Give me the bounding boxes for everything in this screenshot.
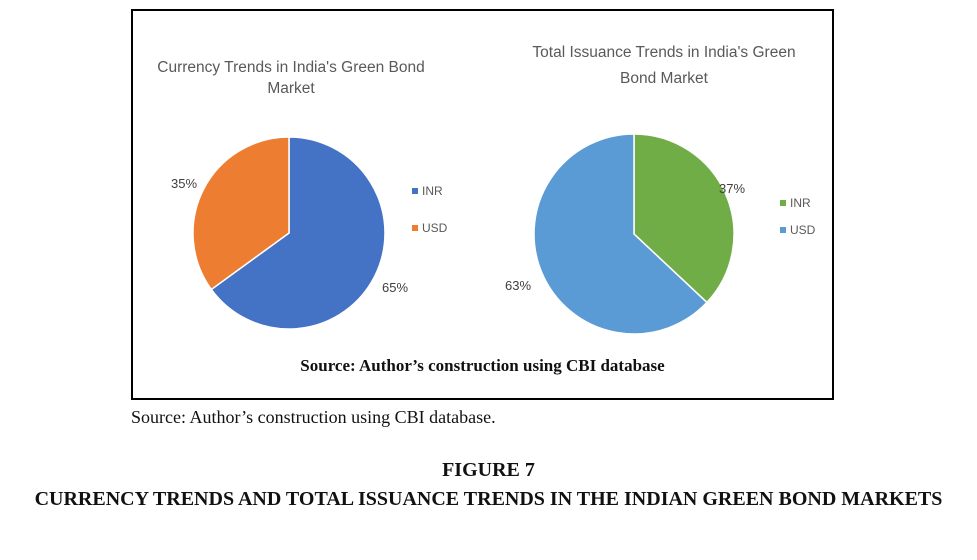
chart2-label-inr: 37% xyxy=(719,181,745,196)
chart2-legend-usd-swatch xyxy=(780,227,786,233)
figure-frame: Currency Trends in India's Green Bond Ma… xyxy=(131,9,834,400)
chart2-title-line1: Total Issuance Trends in India's Green xyxy=(532,44,795,61)
chart1-title-line1: Currency Trends in India's Green Bond xyxy=(157,59,424,76)
chart1-label-usd: 35% xyxy=(171,176,197,191)
chart1-label-inr: 65% xyxy=(382,280,408,295)
charts-canvas: Currency Trends in India's Green Bond Ma… xyxy=(157,44,816,335)
chart1-legend-inr-label: INR xyxy=(422,184,443,198)
chart1-legend-usd-label: USD xyxy=(422,221,448,235)
figure-caption: CURRENCY TRENDS AND TOTAL ISSUANCE TREND… xyxy=(34,488,943,510)
chart2-legend-usd-label: USD xyxy=(790,223,816,237)
chart2-legend-inr-label: INR xyxy=(790,196,811,210)
chart1-title-line2: Market xyxy=(267,80,315,97)
source-note: Source: Author’s construction using CBI … xyxy=(131,407,496,427)
figure-label: FIGURE 7 xyxy=(442,459,535,481)
chart2-slice-inr xyxy=(633,133,735,304)
chart1-legend-inr-swatch xyxy=(412,188,418,194)
chart2-slice-usd xyxy=(533,133,708,335)
chart2-label-usd: 63% xyxy=(505,278,531,293)
inner-source-note: Source: Author’s construction using CBI … xyxy=(300,356,665,375)
chart1-slice-usd xyxy=(192,136,290,291)
chart2-legend-inr-swatch xyxy=(780,200,786,206)
chart1-legend-usd-swatch xyxy=(412,225,418,231)
chart2-title-line2: Bond Market xyxy=(620,70,709,87)
chart1-slice-inr xyxy=(210,136,386,330)
